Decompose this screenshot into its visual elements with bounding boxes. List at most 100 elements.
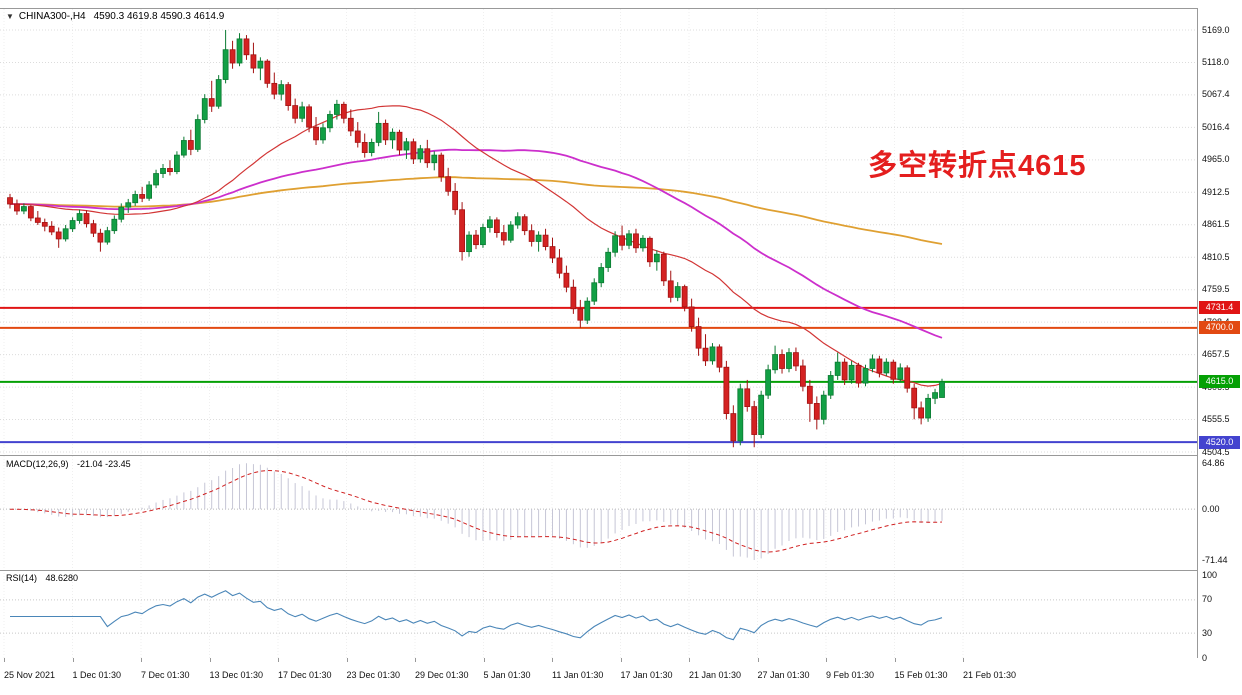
candle-body — [535, 234, 542, 242]
candle-body — [361, 142, 368, 153]
candle-body — [716, 346, 723, 368]
ma-slow-line — [9, 176, 943, 245]
time-axis-tick — [141, 658, 142, 662]
time-axis-label: 7 Dec 01:30 — [141, 670, 190, 680]
time-axis-label: 23 Dec 01:30 — [346, 670, 401, 680]
price-scale-label: 4657.5 — [1202, 349, 1230, 360]
price-scale[interactable]: 5169.0 5118.0 5067.4 5016.4 4965.0 4912.5 4861… — [1198, 0, 1242, 695]
candle-body — [466, 234, 472, 253]
rsi-scale-label: 70 — [1202, 594, 1213, 605]
candle-body — [111, 218, 118, 232]
candle-body — [194, 119, 201, 150]
candle-body — [744, 388, 751, 407]
macd-label: MACD(12,26,9) -21.04 -23.45 — [6, 459, 131, 469]
candle-body — [528, 230, 535, 242]
candle-body — [271, 82, 278, 95]
price-scale-label: 4759.5 — [1202, 284, 1230, 295]
candle-body — [139, 194, 146, 199]
candle-body — [619, 235, 625, 246]
price-line-badge[interactable]: 4615.0 — [1199, 375, 1240, 389]
candle-body — [299, 106, 306, 119]
candle-body — [187, 140, 194, 150]
time-axis-tick — [894, 658, 896, 662]
candle-body — [306, 106, 312, 128]
price-scale-label: 5067.4 — [1202, 89, 1230, 100]
candle-body — [118, 206, 125, 220]
candle-body — [563, 272, 570, 288]
candle-body — [521, 216, 528, 232]
candle-body — [160, 168, 166, 174]
time-axis-tick — [620, 658, 622, 662]
candle-body — [723, 366, 730, 414]
candle-body — [556, 257, 563, 274]
candle-body — [368, 142, 375, 153]
candle-body — [452, 190, 459, 211]
candle-body — [813, 403, 820, 420]
candle-body — [897, 367, 904, 380]
time-axis-label: 5 Jan 01:30 — [483, 670, 531, 680]
time-axis-tick — [4, 658, 5, 662]
ma-fast-line — [9, 105, 943, 387]
candle-body — [438, 154, 445, 178]
price-scale-label: 5016.4 — [1202, 121, 1230, 132]
time-axis-tick — [689, 658, 690, 662]
price-scale-label: 5118.0 — [1202, 56, 1229, 67]
candle-body — [660, 253, 667, 282]
time-axis-label: 25 Nov 2021 — [4, 670, 56, 680]
candle-body — [97, 232, 104, 243]
candle-body — [758, 394, 765, 435]
candle-body — [69, 220, 76, 230]
time-axis-tick — [552, 658, 553, 662]
candle-body — [480, 227, 486, 246]
time-axis-label: 17 Dec 01:30 — [278, 670, 332, 680]
rsi-value: 48.6280 — [45, 573, 79, 583]
time-axis-tick — [346, 658, 348, 662]
macd-signal-line — [9, 469, 943, 553]
price-scale-label: 4810.5 — [1202, 251, 1230, 262]
candle-body — [772, 354, 778, 371]
price-scale-label: 4965.0 — [1202, 154, 1230, 165]
candle-body — [918, 407, 925, 419]
candle-body — [62, 228, 69, 240]
candle-body — [855, 364, 862, 384]
candle-body — [208, 98, 215, 107]
candle-body — [577, 308, 584, 321]
time-axis-tick — [963, 658, 964, 662]
candle-body — [153, 173, 159, 186]
time-axis-label: 27 Jan 01:30 — [757, 670, 810, 680]
candle-body — [507, 224, 514, 241]
price-line-badge[interactable]: 4700.0 — [1199, 321, 1240, 335]
candle-body — [320, 127, 326, 141]
time-axis-label: 17 Jan 01:30 — [620, 670, 673, 680]
candle-body — [48, 225, 55, 233]
candle-body — [285, 84, 292, 106]
chart-canvas[interactable] — [0, 8, 1198, 658]
candle-body — [333, 103, 340, 115]
candle-body — [626, 233, 632, 246]
macd-name: MACD(12,26,9) — [6, 459, 69, 469]
price-line-badge[interactable]: 4731.4 — [1199, 301, 1240, 315]
candle-body — [674, 286, 681, 298]
candle-body — [653, 253, 660, 263]
candle-body — [236, 38, 243, 64]
candle-body — [250, 54, 257, 69]
candle-body — [459, 209, 465, 253]
chart-title: ▼ CHINA300-,H4 4590.3 4619.8 4590.3 4614.9 — [6, 11, 224, 22]
price-line-badge[interactable]: 4520.0 — [1199, 435, 1240, 449]
candle-body — [869, 358, 876, 369]
time-axis[interactable]: 25 Nov 2021 1 Dec 01:30 7 Dec 01:30 13 Dec … — [0, 658, 1198, 695]
collapse-icon[interactable]: ▼ — [6, 12, 14, 21]
candle-body — [354, 130, 361, 143]
candle-body — [403, 141, 410, 151]
candle-body — [382, 122, 389, 141]
candle-body — [146, 184, 153, 199]
price-scale-label: 4504.5 — [1202, 446, 1230, 457]
candle-body — [132, 194, 139, 204]
candle-body — [41, 222, 48, 227]
macd-scale-label: -71.44 — [1202, 554, 1228, 565]
candle-body — [55, 231, 62, 240]
time-axis-tick — [278, 658, 279, 662]
macd-scale-label: 0.00 — [1202, 503, 1220, 514]
macd-values: -21.04 -23.45 — [77, 459, 131, 469]
candle-body — [695, 326, 702, 349]
